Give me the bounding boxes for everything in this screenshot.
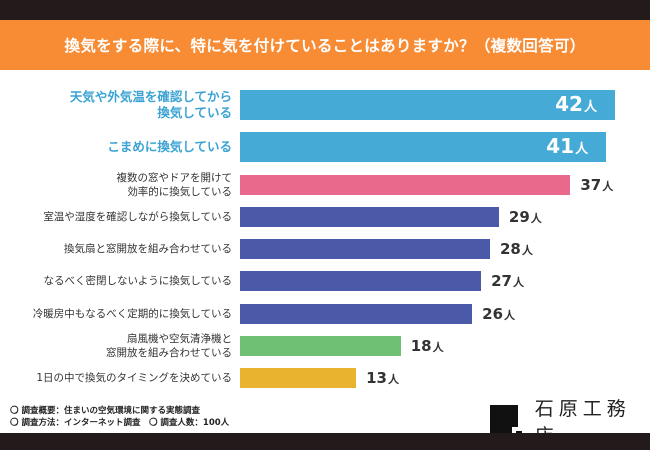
value-label: 13人 [366, 369, 399, 387]
company-logo: 石原工務店 [490, 394, 650, 448]
value-unit: 人 [387, 373, 399, 386]
value-unit: 人 [512, 276, 524, 289]
value-number: 27 [491, 272, 512, 290]
chart-title: 換気をする際に、特に気を付けていることはありますか？（複数回答可） [0, 20, 650, 70]
logo-mark-icon [490, 405, 522, 437]
value-unit: 人 [602, 180, 614, 193]
category-label: 室温や湿度を確認しながら換気している [43, 211, 232, 223]
value-number: 29 [508, 208, 530, 226]
note-method: 〇 調査方法：インターネット調査 〇 調査人数：100人 [10, 418, 230, 428]
value-number: 41 [546, 134, 575, 158]
bottom-bar [0, 433, 650, 450]
category-label: なるべく密閉しないように換気している [43, 275, 232, 287]
value-unit: 人 [583, 100, 597, 115]
category-label: 1日の中で換気のタイミングを決めている [36, 372, 232, 384]
bar [240, 132, 607, 162]
value-label: 29人 [509, 208, 542, 226]
value-number: 18 [410, 337, 432, 355]
category-label: 天気や外気温を確認してから 換気している [69, 89, 232, 120]
category-label: 複数の窓やドアを開けて 効率的に換気している [116, 172, 233, 198]
bar [240, 304, 473, 324]
category-label: 換気扇と窓開放を組み合わせている [64, 243, 232, 255]
value-label: 37人 [580, 176, 613, 194]
value-label: 26人 [482, 305, 515, 323]
bar [240, 271, 482, 291]
value-label: 27人 [491, 272, 524, 290]
value-number: 37 [580, 176, 602, 194]
value-number: 28 [500, 240, 521, 258]
category-label: 冷暖房中もなるべく定期的に換気している [32, 308, 232, 320]
bar [240, 175, 571, 195]
value-unit: 人 [432, 341, 444, 354]
bar [240, 368, 357, 388]
survey-notes: 〇 調査概要：住まいの空気環境に関する実態調査 〇 調査方法：インターネット調査… [10, 405, 229, 429]
value-unit: 人 [504, 309, 516, 322]
value-number: 42 [555, 92, 583, 116]
value-label: 28人 [500, 240, 533, 258]
value-number: 26 [482, 305, 504, 323]
bar [240, 239, 490, 259]
bar [240, 90, 615, 120]
bar [240, 336, 401, 356]
value-unit: 人 [575, 142, 589, 157]
value-label: 41人 [546, 134, 588, 158]
top-bar [0, 0, 650, 20]
category-label: 扇風機や空気清浄機と 窓開放を組み合わせている [106, 333, 232, 359]
value-unit: 人 [530, 212, 542, 225]
value-label: 18人 [411, 337, 444, 355]
bar [240, 207, 499, 227]
category-label: こまめに換気している [107, 139, 232, 154]
value-number: 13 [366, 369, 387, 387]
note-overview: 〇 調査概要：住まいの空気環境に関する実態調査 [10, 406, 200, 416]
value-label: 42人 [555, 92, 597, 116]
value-unit: 人 [521, 244, 533, 257]
